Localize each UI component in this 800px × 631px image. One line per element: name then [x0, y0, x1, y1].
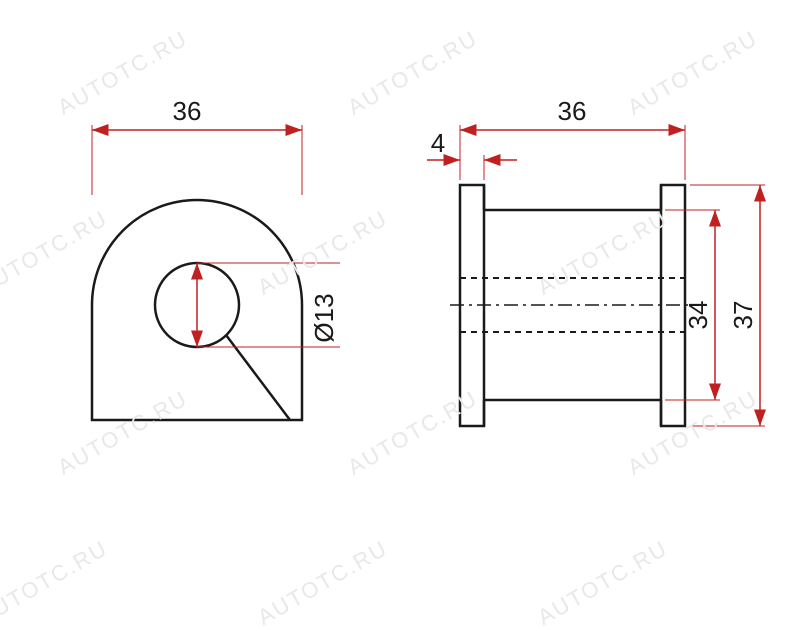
dim-text-flange: 4: [431, 128, 445, 158]
technical-drawing-svg: 36 Ø13: [0, 0, 800, 600]
dim-text-width: 36: [173, 96, 202, 126]
slit-line: [226, 335, 290, 420]
left-view: 36 Ø13: [92, 96, 340, 420]
right-view: 36 4 34 37: [427, 96, 765, 426]
drawing-canvas: AUTOTC.RU AUTOTC.RU AUTOTC.RU AUTOTC.RU …: [0, 0, 800, 600]
dim-text-inner-h: 34: [683, 301, 713, 330]
dim-text-outer-h: 37: [728, 301, 758, 330]
dim-text-diameter: Ø13: [309, 293, 339, 342]
dim-text-width: 36: [558, 96, 587, 126]
